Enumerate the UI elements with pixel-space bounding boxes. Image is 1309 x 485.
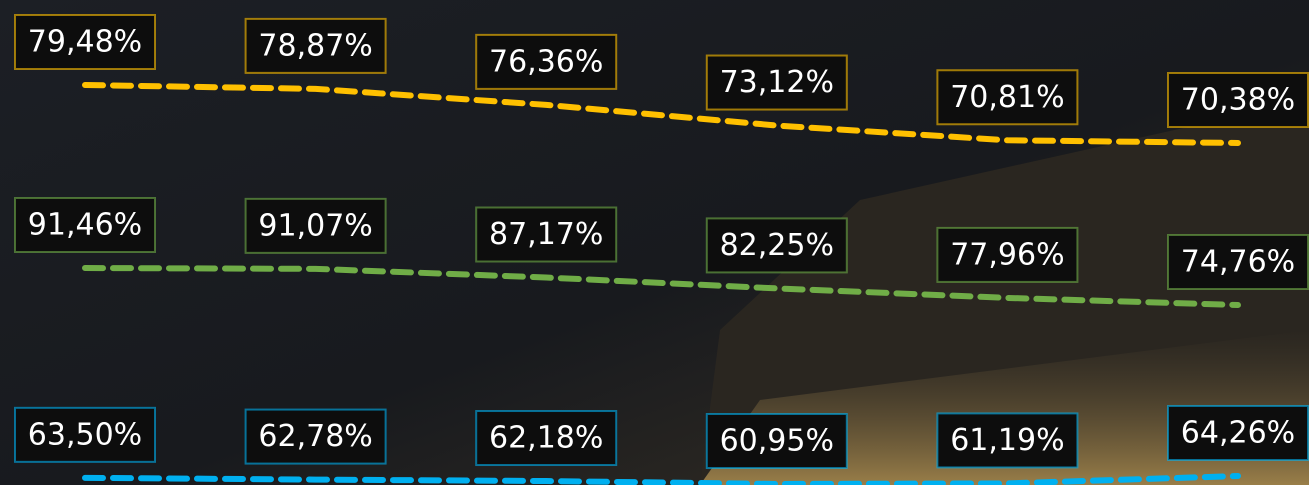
value-label: 62,18%	[489, 421, 603, 456]
value-label: 87,17%	[489, 217, 603, 252]
value-label: 61,19%	[950, 423, 1064, 458]
value-label: 77,96%	[950, 237, 1064, 272]
page: 79,48% 78,87% 76,36% 73,12% 70,81% 70,38% 91,4…	[0, 0, 1309, 485]
value-label: 70,81%	[950, 80, 1064, 115]
value-label: 79,48%	[28, 25, 142, 60]
value-label: 74,76%	[1181, 245, 1295, 280]
value-label: 82,25%	[720, 228, 834, 263]
value-label: 60,95%	[720, 424, 834, 459]
value-label: 76,36%	[489, 44, 603, 79]
value-label: 78,87%	[258, 28, 372, 63]
value-label: 91,46%	[28, 208, 142, 243]
value-label: 91,07%	[258, 208, 372, 243]
value-label: 62,78%	[258, 419, 372, 454]
value-label: 64,26%	[1181, 416, 1295, 451]
chart: 79,48% 78,87% 76,36% 73,12% 70,81% 70,38% 91,4…	[0, 0, 1309, 485]
value-label: 73,12%	[720, 65, 834, 100]
value-label: 63,50%	[28, 417, 142, 452]
value-label: 70,38%	[1181, 83, 1295, 118]
